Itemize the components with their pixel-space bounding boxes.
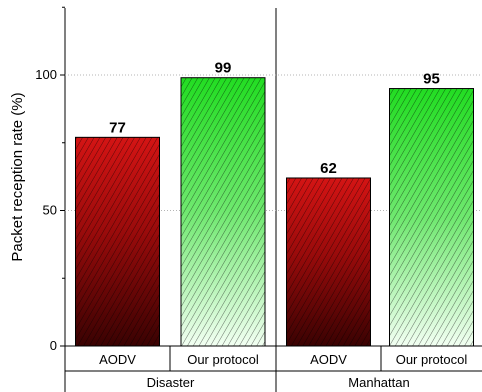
bar-our-protocol: [389, 88, 474, 347]
category-label: Our protocol: [396, 352, 468, 367]
y-tick-label: 50: [43, 203, 57, 218]
bar-hatch: [181, 77, 265, 347]
bar-outline: [75, 136, 160, 347]
bar-our-protocol: [180, 77, 266, 347]
data-label: 99: [215, 60, 232, 77]
y-axis-ticks: 0 50 100: [35, 6, 65, 353]
bar-hatch: [75, 137, 160, 346]
data-labels: 77 99 62 95: [109, 60, 440, 177]
category-label: AODV: [310, 352, 347, 367]
data-label: 77: [109, 119, 126, 136]
y-tick-label: 0: [50, 338, 57, 353]
category-label: AODV: [99, 352, 136, 367]
bar-hatch: [389, 88, 474, 347]
bar-aodv: [75, 136, 160, 347]
bar-aodv: [286, 177, 371, 347]
bar-hatch: [286, 177, 371, 346]
y-tick-label: 100: [35, 67, 57, 82]
bar-outline: [389, 88, 474, 347]
data-label: 62: [320, 160, 337, 177]
bar-outline: [286, 177, 371, 347]
group-labels: Disaster Manhattan: [147, 375, 410, 390]
data-label: 95: [423, 71, 440, 88]
group-label: Manhattan: [348, 375, 409, 390]
category-labels: AODV Our protocol AODV Our protocol: [99, 352, 467, 367]
y-axis-title: Packet reception rate (%): [9, 92, 26, 261]
category-label: Our protocol: [187, 352, 259, 367]
group-label: Disaster: [147, 375, 195, 390]
bars: [75, 77, 474, 347]
bar-outline: [180, 77, 266, 347]
